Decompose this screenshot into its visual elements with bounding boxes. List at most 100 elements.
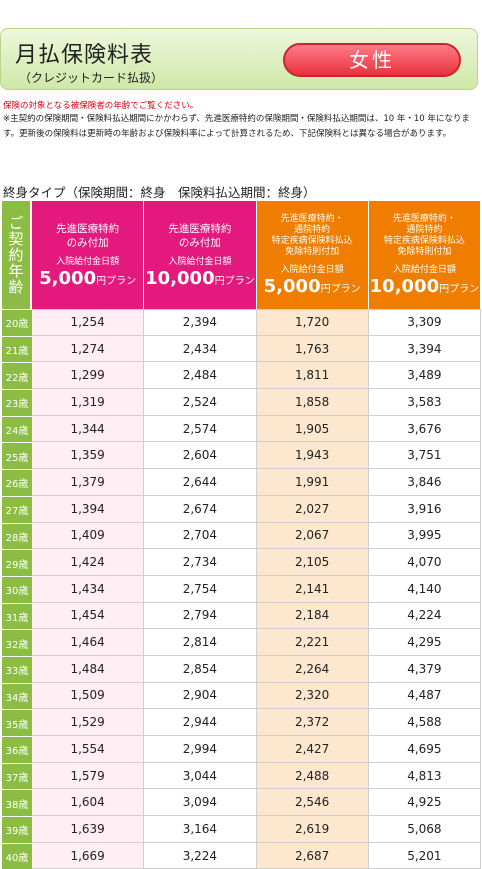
premium-cell: 2,644 — [144, 469, 257, 496]
premium-cell: 1,858 — [256, 389, 369, 416]
premium-cell: 3,394 — [368, 335, 481, 363]
premium-cell: 1,529 — [32, 709, 145, 736]
age-cell: 22歳 — [2, 362, 32, 390]
age-column-header: ご契約年齢 — [2, 201, 32, 309]
premium-cell: 1,811 — [256, 362, 369, 390]
premium-cell: 4,487 — [368, 682, 481, 710]
table-row: 31歳 1,454 2,794 2,184 4,224 — [2, 602, 481, 630]
premium-cell: 2,944 — [144, 709, 257, 736]
premium-cell: 3,164 — [144, 816, 257, 843]
table-row: 34歳 1,509 2,904 2,320 4,487 — [2, 682, 481, 710]
premium-cell: 1,484 — [32, 655, 145, 683]
premium-cell: 1,669 — [32, 842, 145, 869]
premium-cell: 2,604 — [144, 442, 257, 470]
table-row: 37歳 1,579 3,044 2,488 4,813 — [2, 762, 481, 790]
premium-cell: 1,319 — [32, 389, 145, 416]
table-row: 25歳 1,359 2,604 1,943 3,751 — [2, 442, 481, 470]
main-note: ※主契約の保険期間・保険料払込期間にかかわらず、先進医療特約の保険期間・保険料払… — [3, 114, 470, 139]
premium-cell: 2,754 — [144, 575, 257, 603]
premium-cell: 2,994 — [144, 736, 257, 763]
age-cell: 40歳 — [2, 842, 32, 869]
plan-header-2: 先進医療特約 のみ付加 入院給付金日額 10,000円プラン — [144, 201, 257, 309]
age-cell: 23歳 — [2, 389, 32, 416]
premium-table: ご契約年齢 先進医療特約 のみ付加 入院給付金日額 5,000円プラン 先進医療… — [2, 201, 481, 869]
premium-cell: 3,094 — [144, 789, 257, 817]
premium-cell: 1,464 — [32, 629, 145, 656]
premium-cell: 3,489 — [368, 362, 481, 390]
premium-cell: 3,676 — [368, 415, 481, 443]
premium-cell: 2,704 — [144, 522, 257, 550]
premium-cell: 1,991 — [256, 469, 369, 496]
premium-cell: 2,488 — [256, 762, 369, 790]
premium-cell: 2,184 — [256, 602, 369, 630]
table-row: 40歳 1,669 3,224 2,687 5,201 — [2, 842, 481, 869]
age-cell: 36歳 — [2, 736, 32, 763]
premium-cell: 3,995 — [368, 522, 481, 550]
premium-cell: 2,734 — [144, 549, 257, 576]
section-title: 終身タイプ（保険期間：終身 保険料払込期間：終身） — [3, 185, 316, 200]
premium-cell: 3,583 — [368, 389, 481, 416]
premium-cell: 4,813 — [368, 762, 481, 790]
header-panel: 月払保険料表 （クレジットカード払扱） 女性 — [0, 28, 478, 90]
premium-cell: 2,814 — [144, 629, 257, 656]
premium-cell: 2,619 — [256, 816, 369, 843]
age-cell: 37歳 — [2, 762, 32, 790]
table-row: 32歳 1,464 2,814 2,221 4,295 — [2, 629, 481, 656]
age-cell: 38歳 — [2, 789, 32, 817]
premium-cell: 4,070 — [368, 549, 481, 576]
age-cell: 25歳 — [2, 442, 32, 470]
plan-unit: 円プラン — [96, 275, 137, 287]
age-cell: 28歳 — [2, 522, 32, 550]
premium-cell: 3,044 — [144, 762, 257, 790]
table-header-row: ご契約年齢 先進医療特約 のみ付加 入院給付金日額 5,000円プラン 先進医療… — [2, 201, 481, 309]
table-row: 29歳 1,424 2,734 2,105 4,070 — [2, 549, 481, 576]
premium-cell: 2,434 — [144, 335, 257, 363]
table-row: 23歳 1,319 2,524 1,858 3,583 — [2, 389, 481, 416]
premium-cell: 2,221 — [256, 629, 369, 656]
plan-header-1: 先進医療特約 のみ付加 入院給付金日額 5,000円プラン — [32, 201, 145, 309]
age-cell: 30歳 — [2, 575, 32, 603]
age-cell: 24歳 — [2, 415, 32, 443]
premium-cell: 4,588 — [368, 709, 481, 736]
age-cell: 34歳 — [2, 682, 32, 710]
premium-cell: 3,309 — [368, 309, 481, 336]
table-row: 28歳 1,409 2,704 2,067 3,995 — [2, 522, 481, 550]
age-cell: 27歳 — [2, 495, 32, 523]
premium-cell: 3,916 — [368, 495, 481, 523]
table-row: 35歳 1,529 2,944 2,372 4,588 — [2, 709, 481, 736]
premium-cell: 2,264 — [256, 655, 369, 683]
premium-cell: 1,434 — [32, 575, 145, 603]
premium-cell: 2,484 — [144, 362, 257, 390]
premium-cell: 5,201 — [368, 842, 481, 869]
plan-unit: 円プラン — [439, 283, 480, 295]
premium-cell: 2,794 — [144, 602, 257, 630]
plan-sub: 入院給付金日額 — [392, 264, 456, 275]
premium-cell: 1,720 — [256, 309, 369, 336]
premium-cell: 5,068 — [368, 816, 481, 843]
premium-cell: 4,695 — [368, 736, 481, 763]
premium-cell: 1,454 — [32, 602, 145, 630]
table-row: 24歳 1,344 2,574 1,905 3,676 — [2, 415, 481, 443]
table-row: 20歳 1,254 2,394 1,720 3,309 — [2, 309, 481, 336]
plan-title: 先進医療特約・ 通院特約 特定疾病保険料払込 免除特則付加 — [383, 213, 465, 257]
premium-cell: 2,394 — [144, 309, 257, 336]
premium-cell: 4,224 — [368, 602, 481, 630]
plan-title: 先進医療特約 のみ付加 — [168, 222, 232, 249]
age-cell: 33歳 — [2, 655, 32, 683]
table-row: 21歳 1,274 2,434 1,763 3,394 — [2, 335, 481, 363]
age-cell: 21歳 — [2, 335, 32, 363]
female-button[interactable]: 女性 — [283, 43, 461, 77]
plan-title: 先進医療特約・ 通院特約 特定疾病保険料払込 免除特則付加 — [271, 213, 353, 257]
table-body: 20歳 1,254 2,394 1,720 3,309 21歳 1,274 2,434 1,7… — [2, 309, 481, 869]
premium-cell: 1,905 — [256, 415, 369, 443]
table-row: 26歳 1,379 2,644 1,991 3,846 — [2, 469, 481, 496]
premium-cell: 3,846 — [368, 469, 481, 496]
table-row: 33歳 1,484 2,854 2,264 4,379 — [2, 655, 481, 683]
plan-sub: 入院給付金日額 — [168, 256, 232, 267]
premium-cell: 2,674 — [144, 495, 257, 523]
age-cell: 26歳 — [2, 469, 32, 496]
premium-cell: 1,254 — [32, 309, 145, 336]
plan-amount: 10,000 — [145, 267, 215, 289]
premium-cell: 1,424 — [32, 549, 145, 576]
table-row: 30歳 1,434 2,754 2,141 4,140 — [2, 575, 481, 603]
